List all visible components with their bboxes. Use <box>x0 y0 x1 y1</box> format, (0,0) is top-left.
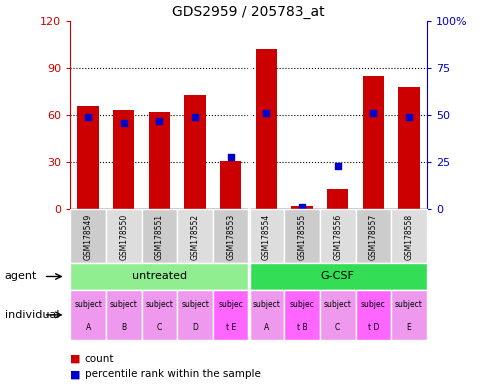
Text: A: A <box>85 323 91 332</box>
Text: count: count <box>85 354 114 364</box>
Text: GSM178556: GSM178556 <box>333 214 342 260</box>
Bar <box>70 209 106 263</box>
Bar <box>106 290 141 340</box>
Bar <box>248 263 426 290</box>
Point <box>191 114 198 120</box>
Text: GSM178549: GSM178549 <box>83 214 92 260</box>
Bar <box>70 290 106 340</box>
Text: GSM178550: GSM178550 <box>119 214 128 260</box>
Bar <box>149 112 170 209</box>
Text: percentile rank within the sample: percentile rank within the sample <box>85 369 260 379</box>
Bar <box>391 209 426 263</box>
Text: subject: subject <box>74 300 102 310</box>
Point <box>227 154 234 160</box>
Bar <box>248 290 284 340</box>
Bar <box>255 50 276 209</box>
Bar <box>177 290 212 340</box>
Point <box>369 110 377 116</box>
Text: B: B <box>121 323 126 332</box>
Text: ■: ■ <box>70 369 81 379</box>
Point <box>298 204 305 210</box>
Bar <box>391 290 426 340</box>
Point <box>404 114 412 120</box>
Text: GSM178555: GSM178555 <box>297 214 306 260</box>
Text: C: C <box>334 323 340 332</box>
Text: ■: ■ <box>70 354 81 364</box>
Bar <box>319 290 355 340</box>
Text: t B: t B <box>296 323 307 332</box>
Point <box>333 163 341 169</box>
Text: t E: t E <box>225 323 235 332</box>
Text: subject: subject <box>145 300 173 310</box>
Text: E: E <box>406 323 410 332</box>
Text: untreated: untreated <box>132 271 187 281</box>
Text: GSM178553: GSM178553 <box>226 214 235 260</box>
Bar <box>248 209 284 263</box>
Bar <box>319 209 355 263</box>
Bar <box>355 209 390 263</box>
Bar <box>220 161 241 209</box>
Text: GSM178551: GSM178551 <box>154 214 164 260</box>
Bar <box>212 209 248 263</box>
Bar <box>77 106 99 209</box>
Text: GSM178558: GSM178558 <box>404 214 413 260</box>
Bar <box>141 290 177 340</box>
Title: GDS2959 / 205783_at: GDS2959 / 205783_at <box>172 5 324 19</box>
Text: subjec: subjec <box>218 300 242 310</box>
Text: agent: agent <box>5 271 37 281</box>
Text: GSM178557: GSM178557 <box>368 214 377 260</box>
Bar <box>355 290 390 340</box>
Point <box>120 120 127 126</box>
Point <box>262 110 270 116</box>
Point <box>155 118 163 124</box>
Bar <box>291 206 312 209</box>
Text: subjec: subjec <box>289 300 314 310</box>
Bar <box>284 209 319 263</box>
Point <box>84 114 92 120</box>
Text: C: C <box>156 323 162 332</box>
Text: subject: subject <box>252 300 280 310</box>
Bar <box>184 95 205 209</box>
Text: G-CSF: G-CSF <box>320 271 354 281</box>
Text: D: D <box>192 323 197 332</box>
Text: subject: subject <box>110 300 137 310</box>
Bar <box>106 209 141 263</box>
Text: GSM178552: GSM178552 <box>190 214 199 260</box>
Text: A: A <box>263 323 269 332</box>
Bar <box>326 189 348 209</box>
Bar <box>141 209 177 263</box>
Bar <box>397 87 419 209</box>
Bar <box>113 111 134 209</box>
Bar <box>177 209 212 263</box>
Text: subject: subject <box>394 300 422 310</box>
Bar <box>284 290 319 340</box>
Text: subject: subject <box>323 300 351 310</box>
Text: subject: subject <box>181 300 209 310</box>
Text: GSM178554: GSM178554 <box>261 214 271 260</box>
Bar <box>212 290 248 340</box>
Bar <box>362 76 383 209</box>
Bar <box>70 263 248 290</box>
Text: individual: individual <box>5 310 59 320</box>
Text: subjec: subjec <box>360 300 385 310</box>
Text: t D: t D <box>367 323 378 332</box>
